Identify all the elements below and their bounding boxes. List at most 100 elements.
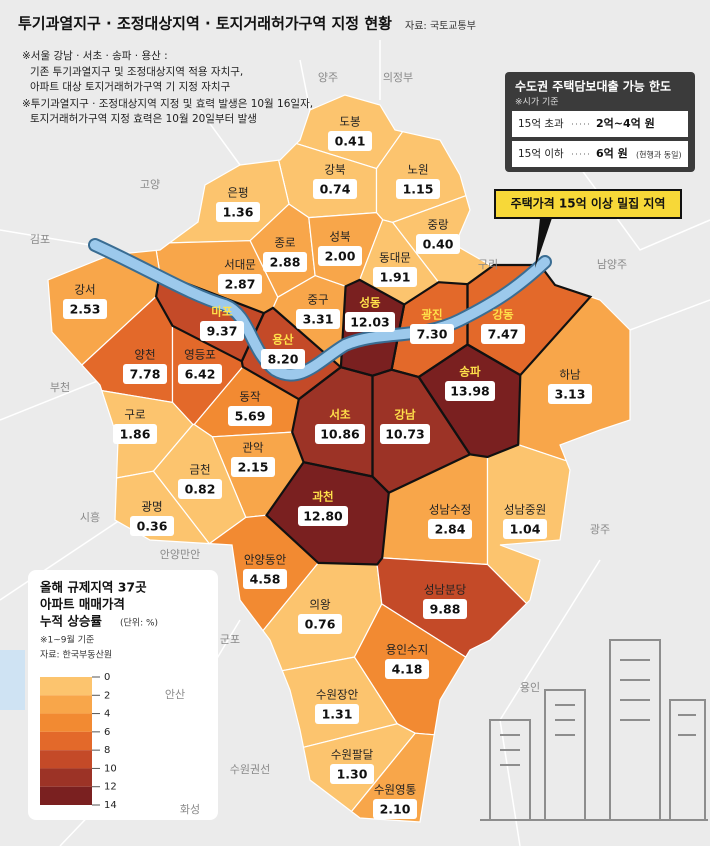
region-value: 2.00: [325, 249, 356, 264]
region-value: 4.58: [250, 572, 281, 587]
legend-tick-label: 10: [104, 763, 117, 774]
region-value: 13.98: [450, 384, 490, 399]
region-name: 노원: [407, 163, 428, 177]
region-name: 영등포: [184, 348, 216, 362]
callout-pointer: [535, 218, 552, 268]
river: [90, 240, 550, 380]
legend-title: 누적 상승률: [40, 614, 102, 629]
value-box: [345, 312, 395, 332]
note-line: ※서울 강남 · 서초 · 송파 · 용산 :: [22, 50, 168, 62]
neighbor-label: 시흥: [80, 510, 100, 524]
region-value: 2.88: [270, 255, 301, 270]
region-value: 3.13: [555, 387, 586, 402]
region-name: 도봉: [339, 115, 360, 129]
region-name: 서대문: [224, 258, 256, 272]
neighbor-label: 화성: [180, 803, 200, 816]
sea: [0, 650, 25, 710]
value-box: [216, 202, 260, 222]
legend-swatch: [40, 786, 92, 805]
value-box: [261, 349, 305, 369]
loan-row-bg: [512, 141, 688, 167]
region-value: 2.10: [380, 802, 411, 817]
loan-subtitle: ※시가 기준: [515, 97, 559, 108]
region-name: 성북: [329, 230, 350, 244]
callout: 주택가격 15억 이상 밀집 지역: [494, 189, 682, 268]
note-line: 토지거래허가구역 지정 효력은 10월 20일부터 발생: [30, 112, 257, 125]
neighbor-label: 양주: [318, 71, 338, 84]
region-value: 1.91: [380, 270, 411, 285]
region-value: 7.47: [488, 327, 519, 342]
value-box: [410, 324, 454, 344]
region-value: 10.73: [385, 427, 425, 442]
callout-box: [494, 189, 682, 219]
value-box: [330, 764, 374, 784]
region-name: 수원장안: [316, 688, 359, 702]
region-name: 서초: [329, 408, 351, 422]
region-value: 1.30: [337, 767, 368, 782]
region-name: 종로: [274, 236, 295, 250]
legend-note: ※1~9월 기준: [40, 634, 94, 646]
region-value: 1.15: [403, 182, 434, 197]
region-name: 성남수정: [429, 503, 471, 517]
neighbor-label: 안양만안: [160, 548, 200, 561]
region-value: 1.36: [223, 205, 254, 220]
value-box: [218, 274, 262, 294]
region-value: 2.53: [70, 302, 101, 317]
region-value: 1.31: [322, 707, 353, 722]
value-box: [200, 321, 244, 341]
region-name: 강북: [324, 163, 345, 177]
value-box: [296, 309, 340, 329]
loan-box: 수도권 주택담보대출 가능 한도 ※시가 기준 15억 초과 2억~4억 원 1…: [505, 72, 695, 172]
value-box: [416, 234, 460, 254]
value-box: [548, 384, 592, 404]
region-name: 마포: [211, 305, 233, 319]
region-name: 의왕: [309, 598, 331, 612]
value-box: [328, 131, 372, 151]
value-box: [315, 424, 365, 444]
neighbor-label: 광주: [590, 523, 610, 536]
region-name: 용산: [272, 333, 294, 347]
region-value: 6.42: [185, 367, 216, 382]
region-name: 동대문: [379, 251, 411, 265]
value-box: [503, 519, 547, 539]
region-name: 중구: [307, 293, 328, 307]
region-name: 송파: [459, 365, 481, 379]
value-box: [130, 516, 174, 536]
title: 투기과열지구 · 조정대상지역 · 토지거래허가구역 지정 현황: [18, 15, 392, 33]
value-box: [231, 457, 275, 477]
value-box: [228, 406, 272, 426]
neighbor-label: 고양: [140, 178, 160, 191]
legend-title: 올해 규제지역 37곳: [40, 580, 147, 595]
region-name: 안양동안: [244, 553, 287, 567]
region-value: 12.80: [303, 509, 343, 524]
value-box: [243, 569, 287, 589]
region-name: 동작: [239, 390, 261, 404]
region-value: 0.41: [335, 134, 366, 149]
value-box: [178, 364, 222, 384]
region-name: 용인수지: [386, 643, 428, 657]
region-name: 하남: [559, 368, 581, 382]
region-name: 구로: [124, 408, 145, 422]
value-box: [113, 424, 157, 444]
region-name: 광명: [141, 500, 162, 514]
region-value: 0.82: [185, 482, 216, 497]
region-name: 강남: [394, 408, 416, 422]
loan-limit: 2억~4억 원: [596, 116, 655, 130]
region-name: 수원영통: [374, 783, 416, 797]
value-box: [263, 252, 307, 272]
value-box: [63, 299, 107, 319]
neighbor-label: 수원권선: [230, 763, 270, 776]
region-value: 7.78: [130, 367, 161, 382]
legend-swatch: [40, 768, 92, 787]
loan-condition: 15억 이하: [518, 147, 564, 160]
region-name: 관악: [242, 441, 264, 455]
region-value: 1.86: [120, 427, 151, 442]
region-value: 9.37: [207, 324, 238, 339]
region-value: 2.84: [435, 522, 466, 537]
region-value: 0.76: [305, 617, 336, 632]
value-box: [178, 479, 222, 499]
region-value: 3.31: [303, 312, 334, 327]
region-name: 성남분당: [424, 583, 467, 597]
value-box: [373, 799, 417, 819]
